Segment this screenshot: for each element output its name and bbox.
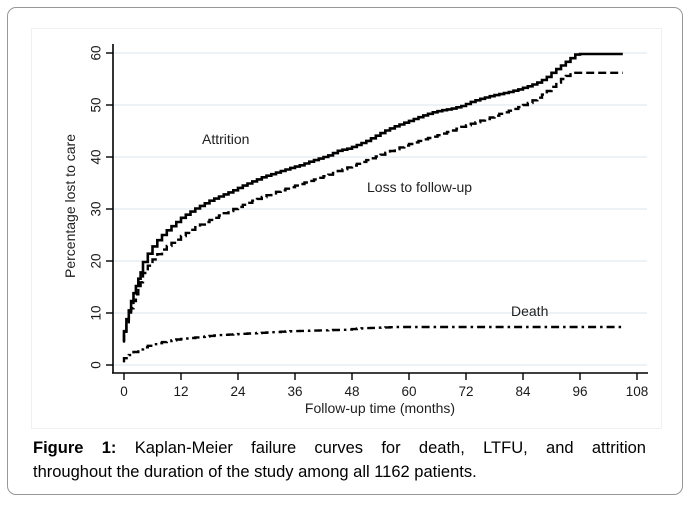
series-label-attrition: Attrition (202, 131, 250, 147)
series-curve-ltfu (122, 71, 623, 343)
y-tick-label: 10 (89, 305, 104, 320)
y-tick-label: 60 (89, 45, 104, 60)
y-tick-label: 40 (89, 149, 104, 164)
series-curve-attrition (122, 52, 623, 342)
km-chart-figure (31, 28, 662, 429)
y-tick-label: 0 (89, 361, 104, 369)
caption-line-1: Figure 1: Kaplan-Meier failure curves fo… (33, 437, 646, 461)
caption-text-line2: throughout the duration of the study amo… (33, 462, 477, 481)
x-tick-label: 108 (626, 384, 649, 399)
y-axis-title: Percentage lost to care (62, 134, 78, 278)
x-tick-label: 24 (230, 384, 246, 399)
caption-text-line1: Kaplan-Meier failure curves for death, L… (134, 439, 646, 457)
series-label-death: Death (511, 303, 549, 319)
x-tick-label: 96 (572, 384, 587, 399)
y-tick-label: 30 (89, 201, 104, 216)
x-axis-title: Follow-up time (months) (304, 400, 456, 416)
x-tick-label: 0 (120, 384, 128, 399)
y-tick-label: 20 (89, 253, 104, 268)
figure-caption: Figure 1: Kaplan-Meier failure curves fo… (33, 437, 646, 484)
x-tick-label: 12 (173, 384, 188, 399)
x-tick-label: 60 (401, 384, 416, 399)
caption-figure-number: Figure 1: (33, 439, 117, 457)
x-tick-label: 36 (287, 384, 302, 399)
x-tick-label: 48 (344, 384, 359, 399)
y-tick-label: 50 (89, 97, 104, 112)
series-label-loss-to-follow-up: Loss to follow-up (367, 179, 473, 195)
x-tick-label: 72 (458, 384, 473, 399)
series-curve-death (122, 325, 623, 363)
x-tick-label: 84 (515, 384, 531, 399)
